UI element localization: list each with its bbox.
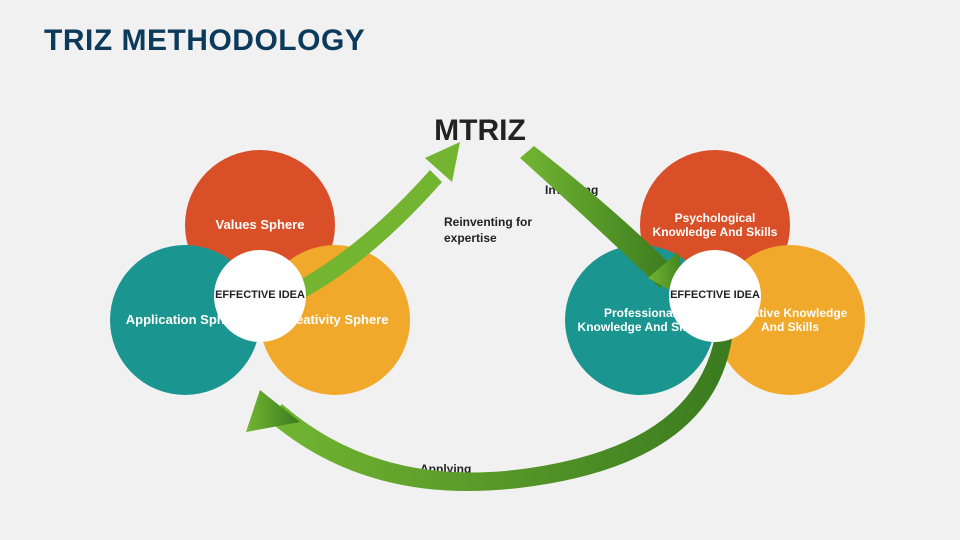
label-applying: Applying	[420, 462, 471, 478]
left-cluster: Values Sphere Application Sphere Creativ…	[110, 150, 410, 430]
right-hub: EFFECTIVE IDEA	[669, 250, 761, 342]
center-title: MTRIZ	[434, 114, 526, 148]
label-inventing: Inventing	[545, 183, 598, 199]
left-hub: EFFECTIVE IDEA	[214, 250, 306, 342]
page-title: TRIZ METHODOLOGY	[44, 24, 365, 58]
label-reinventing: Reinventing for expertise	[444, 215, 539, 246]
right-cluster: Psychological Knowledge And Skills Profe…	[565, 150, 865, 430]
